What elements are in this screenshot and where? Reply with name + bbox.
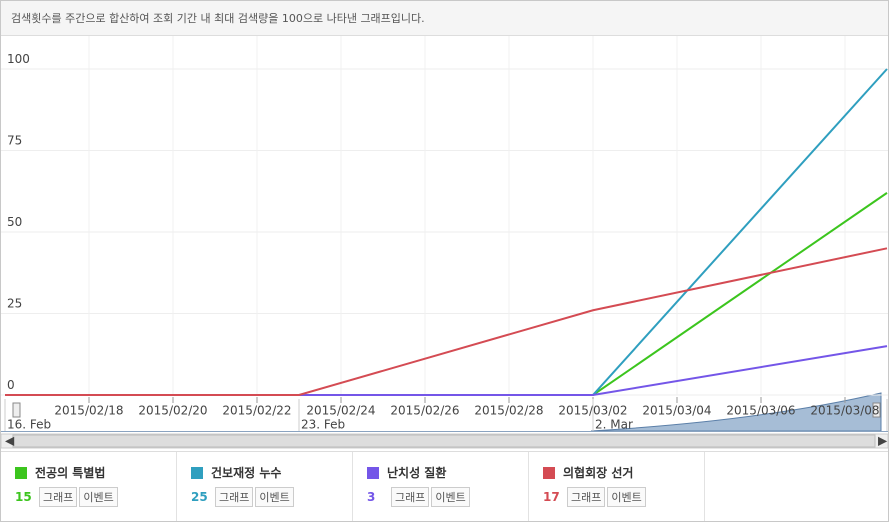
legend-button[interactable]: 이벤트: [255, 487, 294, 507]
legend-item: 건보재정 누수 25 그래프 이벤트: [177, 452, 353, 521]
legend-controls: 15 그래프 이벤트: [15, 487, 176, 507]
legend-name: 전공의 특별법: [35, 466, 106, 480]
x-tick-label: 2015/03/06: [726, 404, 795, 418]
legend-swatch: [15, 466, 27, 479]
y-tick-label: 25: [7, 297, 22, 311]
scrollbar-thumb[interactable]: [12, 434, 876, 448]
y-tick-label: 75: [7, 134, 22, 148]
series-line: [5, 192, 888, 396]
legend-total: 3: [367, 490, 376, 504]
legend-total: 17: [543, 490, 560, 504]
navigator-label: 16. Feb: [7, 418, 51, 432]
legend-item: 전공의 특별법 15 그래프 이벤트: [1, 452, 177, 521]
series-line: [5, 247, 888, 396]
scroll-right[interactable]: ▶: [878, 434, 888, 448]
legend-swatch: [191, 466, 203, 479]
legend-item: 의협회장 선거 17 그래프 이벤트: [529, 452, 705, 521]
y-tick-label: 100: [7, 52, 30, 66]
x-tick-label: 2015/02/24: [306, 404, 375, 418]
legend-button[interactable]: 그래프: [215, 487, 254, 507]
x-tick-label: 2015/02/28: [474, 404, 543, 418]
legend-name: 의협회장 선거: [563, 466, 634, 480]
legend-total: 25: [191, 490, 208, 504]
navigator-handle[interactable]: [872, 402, 881, 418]
navigator-label: 2. Mar: [595, 418, 633, 432]
legend-controls: 17 그래프 이벤트: [543, 487, 704, 507]
legend-swatch: [367, 466, 379, 479]
legend-button[interactable]: 이벤트: [79, 487, 118, 507]
legend-button[interactable]: 그래프: [39, 487, 78, 507]
x-tick-label: 2015/02/26: [390, 404, 459, 418]
x-tick-label: 2015/03/08: [810, 404, 879, 418]
legend-name-row: 전공의 특별법: [15, 464, 176, 481]
y-tick-label: 0: [7, 378, 15, 392]
legend-controls: 3 그래프 이벤트: [367, 487, 528, 507]
legend-name: 건보재정 누수: [211, 466, 282, 480]
legend-button[interactable]: 이벤트: [607, 487, 646, 507]
navigator-handle[interactable]: [12, 402, 21, 418]
y-tick-label: 50: [7, 215, 22, 229]
chart: 검색횟수를 주간으로 합산하여 조회 기간 내 최대 검색량을 100으로 나타…: [1, 1, 888, 449]
legend-name: 난치성 질환: [387, 466, 447, 480]
legend-swatch: [543, 466, 555, 479]
legend-total: 15: [15, 490, 32, 504]
navigator-label: 23. Feb: [301, 418, 345, 432]
x-tick-label: 2015/02/20: [138, 404, 207, 418]
header-text: 검색횟수를 주간으로 합산하여 조회 기간 내 최대 검색량을 100으로 나타…: [11, 11, 425, 25]
legend-item: 난치성 질환 3 그래프 이벤트: [353, 452, 529, 521]
legend-name-row: 의협회장 선거: [543, 464, 704, 481]
x-tick-label: 2015/02/18: [54, 404, 123, 418]
legend-name-row: 난치성 질환: [367, 464, 528, 481]
legend-controls: 25 그래프 이벤트: [191, 487, 352, 507]
legend-button[interactable]: 이벤트: [431, 487, 470, 507]
scroll-left[interactable]: ◀: [5, 434, 15, 448]
legend-button[interactable]: 그래프: [391, 487, 430, 507]
legend-button[interactable]: 그래프: [567, 487, 606, 507]
header-bar: [1, 1, 888, 35]
x-tick-label: 2015/03/04: [642, 404, 711, 418]
x-tick-label: 2015/02/22: [222, 404, 291, 418]
legend-name-row: 건보재정 누수: [191, 464, 352, 481]
legend: 전공의 특별법 15 그래프 이벤트 건보재정 누수 25 그래프 이벤트 난치성 질환 3 그래프…: [1, 451, 888, 521]
